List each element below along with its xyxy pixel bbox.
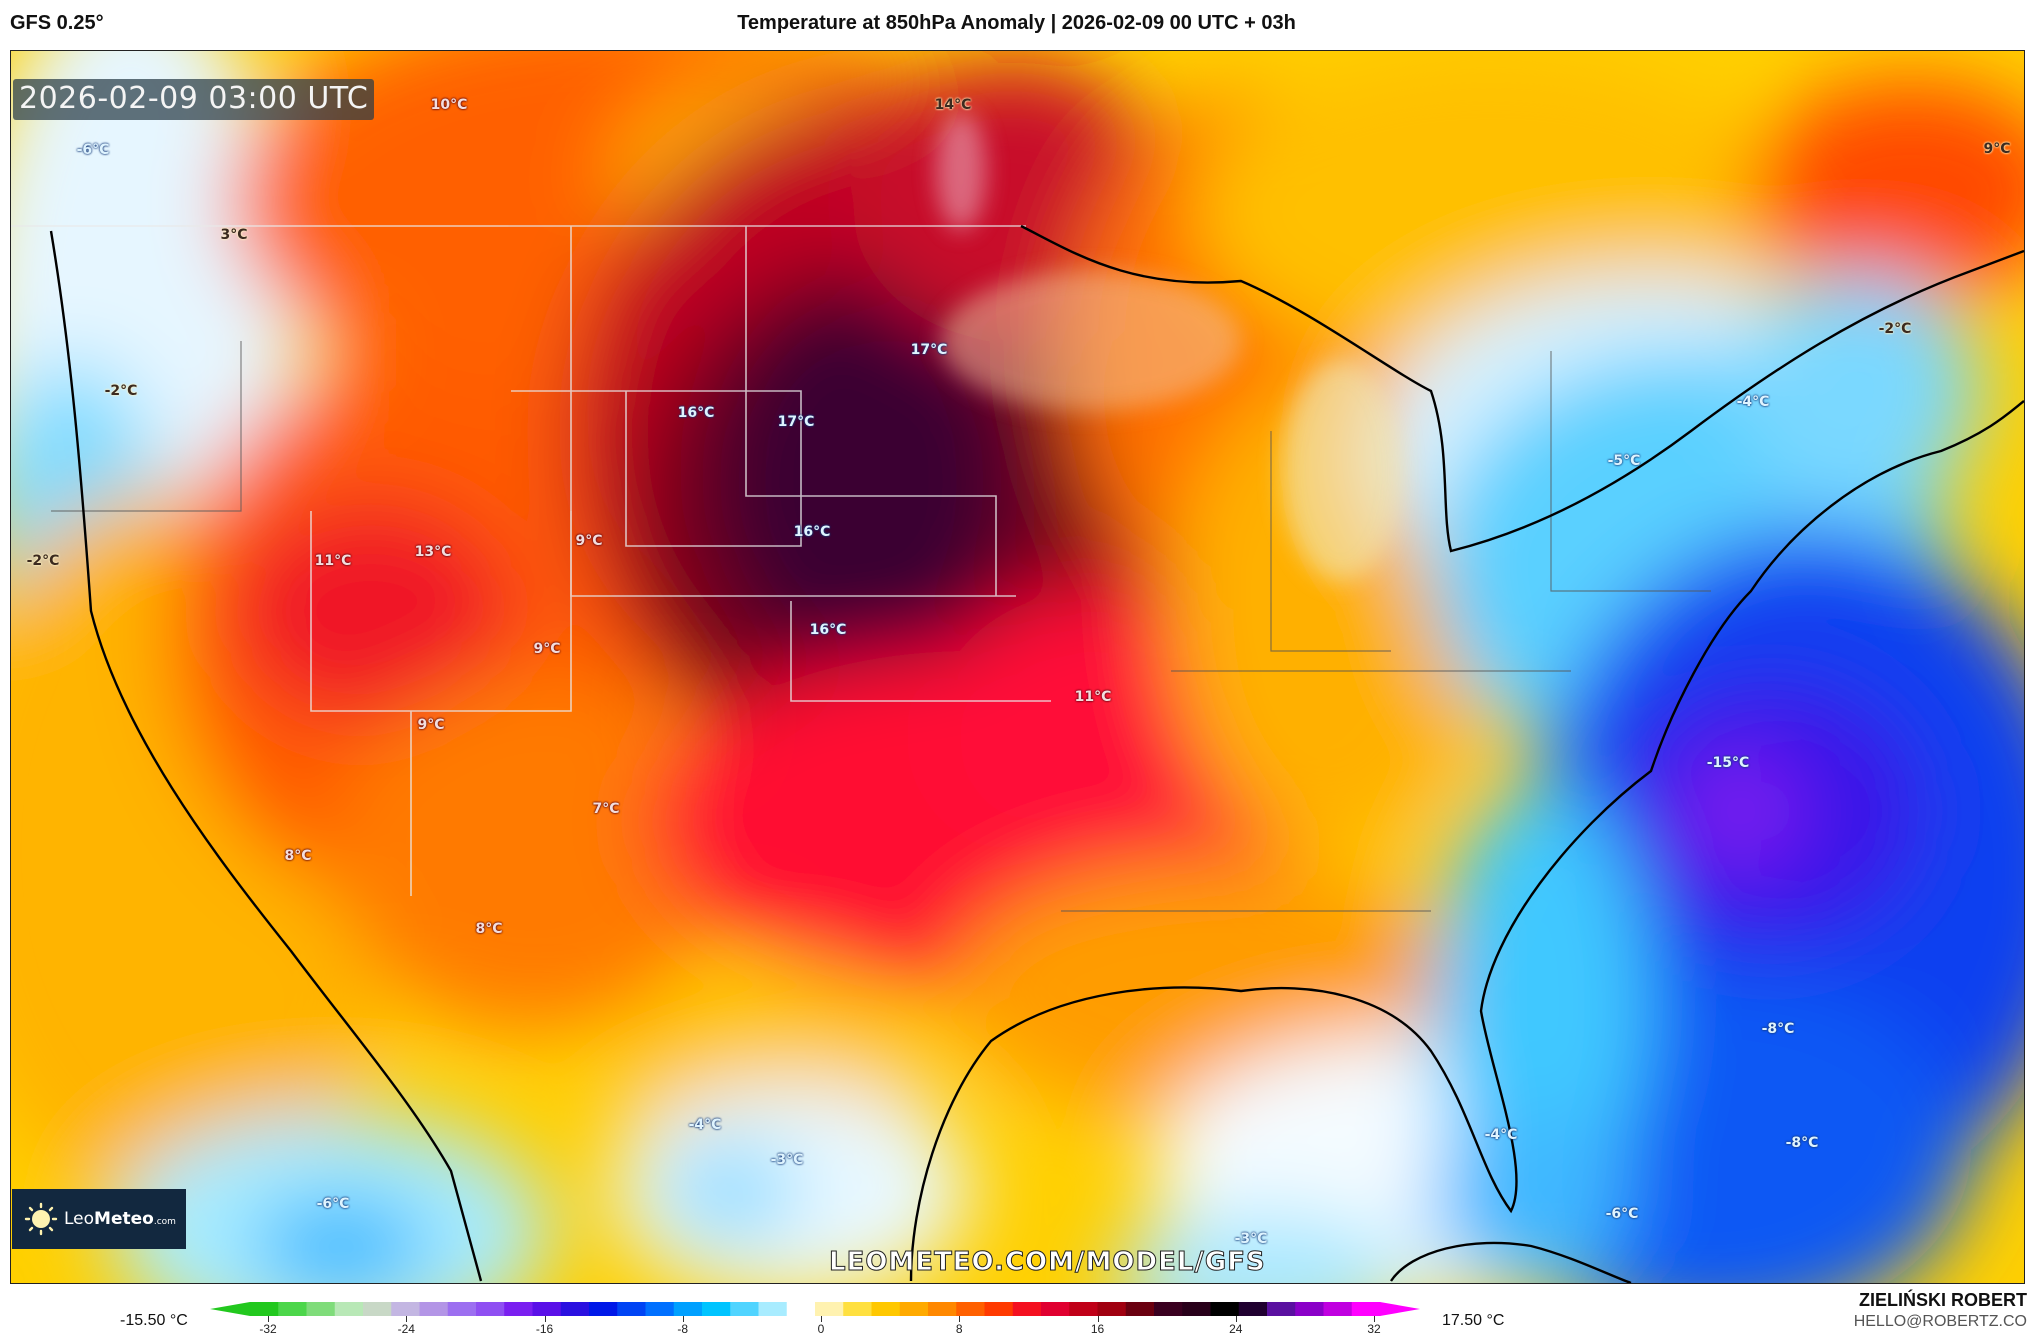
temperature-label: 8°C [284,848,312,864]
temperature-label: -6°C [1605,1206,1639,1222]
colorbar-scale [210,1302,1420,1316]
temperature-label: 11°C [1074,689,1112,705]
source-watermark: LEOMETEO.COM/MODEL/GFS [829,1247,1266,1278]
temperature-label: 13°C [414,544,452,560]
temperature-label: -5°C [1607,453,1641,469]
temperature-label: 10°C [430,97,468,113]
colorbar-tick-label: -8 [677,1322,689,1336]
colorbar-tick-label: -16 [535,1322,554,1336]
temperature-label: 9°C [533,641,561,657]
temperature-label: 17°C [910,342,948,358]
colorbar-max-label: 17.50 °C [1442,1312,1505,1329]
temperature-label: -3°C [1234,1231,1268,1247]
colorbar-tick-label: 32 [1367,1322,1381,1336]
temperature-label: -2°C [104,383,138,399]
temperature-label: -6°C [76,142,110,158]
temperature-label: -3°C [770,1152,804,1168]
colorbar-tick-label: -32 [259,1322,277,1336]
temperature-label: -15°C [1706,755,1750,771]
temperature-label: 16°C [793,524,831,540]
temperature-label: 17°C [777,414,815,430]
temperature-label: 9°C [417,717,445,733]
temperature-label: -8°C [1785,1135,1819,1151]
temperature-label: -2°C [1878,321,1912,337]
colorbar-tick-mark [682,1316,684,1322]
temperature-label: -2°C [26,553,60,569]
colorbar-tick-mark [959,1316,961,1322]
colorbar-tick-label: -24 [397,1322,415,1336]
valid-time-badge: 2026-02-09 03:00 UTC [13,79,375,120]
temperature-label: 14°C [934,97,972,113]
sun-icon [24,1202,58,1236]
colorbar-tick-label: 8 [955,1322,963,1336]
temperature-label: 3°C [220,227,248,243]
leometeo-logo[interactable]: LeoMeteo.com [12,1189,186,1249]
author-credit: ZIELIŃSKI ROBERT HELLO@ROBERTZ.CO [1854,1290,2027,1331]
colorbar-tick-label: 0 [817,1322,825,1336]
colorbar-tick-label: 16 [1090,1322,1105,1336]
colorbar-tick-mark [406,1316,408,1322]
colorbar-tick-mark [821,1316,822,1322]
colorbar-tick-mark [268,1316,269,1322]
temperature-label: -8°C [1761,1021,1795,1037]
colorbar-tick-mark [1235,1316,1237,1322]
temperature-label: -4°C [688,1117,722,1133]
temperature-label: 11°C [314,553,352,569]
colorbar: -15.50 °C -32 -24 -16 -8 0 8 16 24 32 17.50 °C [0,1290,2033,1338]
temperature-label: 9°C [575,533,603,549]
temperature-label: 9°C [1983,141,2011,157]
temperature-label: 16°C [677,405,715,421]
colorbar-tick-label: 24 [1229,1322,1243,1336]
brand-name: LeoMeteo.com [64,1209,176,1229]
model-name: GFS 0.25° [10,12,104,34]
author-email: HELLO@ROBERTZ.CO [1853,1313,2027,1330]
temperature-label: -4°C [1484,1127,1518,1143]
colorbar-tick-mark [1097,1316,1099,1322]
colorbar-tick-mark [544,1316,546,1322]
colorbar-min-label: -15.50 °C [120,1312,188,1329]
temperature-label: 8°C [475,921,503,937]
chart-title: Temperature at 850hPa Anomaly | 2026-02-… [737,12,1296,34]
temperature-field [11,51,2024,1283]
colorbar-tick-mark [1374,1316,1375,1322]
temperature-label: -4°C [1736,394,1770,410]
temperature-label: -6°C [316,1196,350,1212]
author-name: ZIELIŃSKI ROBERT [1858,1290,2027,1310]
temperature-label: 7°C [592,801,620,817]
anomaly-map: 2026-02-09 03:00 UTC 10°C 14°C 9°C -6°C 3°C 1… [10,50,2025,1284]
temperature-label: 16°C [809,622,847,638]
